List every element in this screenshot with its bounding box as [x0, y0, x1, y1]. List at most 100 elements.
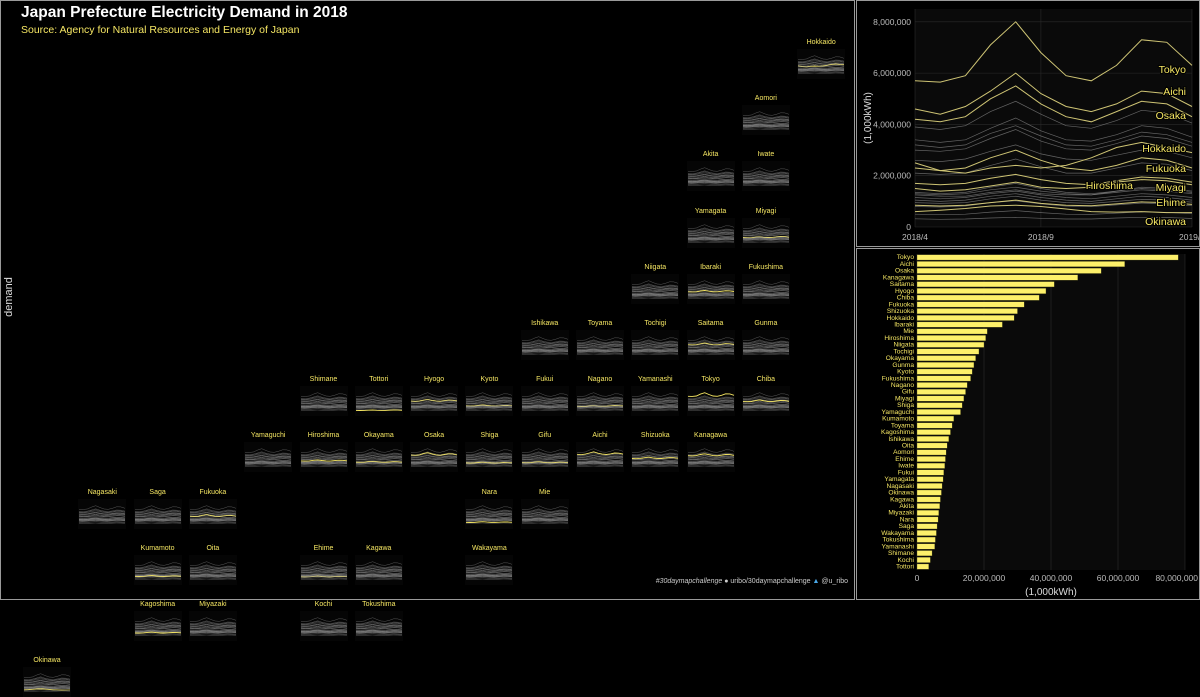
sparkline-series — [687, 236, 734, 239]
sparkline-series — [742, 405, 789, 407]
sparkline-series — [189, 566, 236, 569]
sparkline — [631, 330, 680, 360]
sparkline-series — [189, 517, 236, 520]
sparkline-series — [742, 346, 789, 349]
sparkline-series — [300, 405, 347, 407]
sparkline-series — [687, 181, 734, 184]
sparkline-series — [687, 294, 734, 297]
sparkline-series — [521, 448, 568, 453]
sparkline — [299, 442, 348, 473]
tile-label: Kanagawa — [694, 432, 728, 440]
sparkline-series — [742, 114, 789, 119]
sparkline-series — [300, 395, 347, 400]
sparkline-series — [576, 401, 624, 404]
sparkline-series — [632, 462, 679, 465]
sparkline-series — [134, 574, 181, 576]
bar-osaka — [916, 267, 1102, 274]
tile-tochigi: Tochigi — [631, 320, 680, 360]
sparkline-series — [300, 575, 347, 577]
sparkline-series — [300, 459, 347, 462]
bar-tokushima — [916, 536, 936, 543]
tile-miyagi: Miyagi — [741, 208, 790, 248]
sparkline — [741, 161, 790, 192]
sparkline-series — [189, 513, 236, 517]
sparkline-series — [355, 462, 402, 464]
category-label: Kagoshima — [881, 429, 914, 436]
sparkline-series — [411, 396, 458, 400]
sparkline-series — [355, 407, 402, 409]
sparkline-series — [742, 175, 789, 178]
sparkline — [188, 554, 237, 585]
sparkline-series — [632, 293, 679, 295]
series-line-kyoto — [914, 183, 1193, 195]
bar-wakayama — [916, 530, 937, 536]
line-y-axis-label: (1,000kWh) — [863, 92, 874, 144]
category-label: Fukui — [898, 469, 915, 476]
sparkline-series — [576, 452, 624, 456]
sparkline-series — [189, 521, 236, 523]
sparkline-series — [687, 297, 734, 299]
sparkline-series — [134, 561, 181, 566]
sparkline-series — [687, 401, 734, 404]
sparkline-series — [687, 349, 734, 351]
sparkline-series — [687, 347, 734, 350]
sparkline-series — [687, 292, 734, 294]
sparkline-series — [411, 463, 458, 465]
bar-nara — [916, 516, 939, 523]
sparkline-series — [466, 574, 513, 576]
sparkline-series — [466, 399, 513, 403]
sparkline-series — [742, 173, 789, 176]
sparkline-series — [300, 574, 347, 577]
sparkline-series — [466, 513, 513, 516]
bar-iwate — [916, 462, 945, 469]
sparkline-series — [742, 233, 789, 236]
sparkline-series — [576, 343, 624, 346]
sparkline-series — [521, 343, 568, 346]
sparkline-series — [300, 408, 347, 410]
sparkline-series — [521, 397, 568, 401]
tile-label: Chiba — [756, 376, 776, 384]
sparkline-series — [466, 405, 513, 407]
sparkline-series — [521, 512, 568, 515]
tile-label: Wakayama — [472, 544, 507, 552]
tile-label: Aomori — [754, 95, 777, 103]
sparkline-series — [798, 69, 845, 71]
sparkline-series — [521, 508, 568, 512]
sparkline-series — [300, 566, 347, 569]
category-label: Nagano — [891, 382, 914, 389]
sparkline-series — [687, 235, 734, 237]
bar-kyoto — [916, 368, 973, 375]
sparkline-series — [466, 464, 513, 467]
sparkline-series — [742, 347, 789, 350]
sparkline-series — [742, 181, 789, 183]
sparkline-series — [300, 403, 347, 406]
sparkline-series — [521, 462, 568, 464]
category-label: Niigata — [893, 342, 914, 349]
sparkline-series — [742, 111, 789, 116]
sparkline-series — [300, 452, 347, 456]
sparkline-series — [798, 62, 845, 65]
sparkline-series — [466, 518, 513, 521]
tile-gifu: Gifu — [520, 432, 569, 473]
sparkline-series — [466, 397, 513, 401]
sparkline-series — [576, 462, 624, 464]
sparkline-series — [355, 403, 402, 406]
sparkline-series — [687, 283, 734, 287]
sparkline-series — [742, 179, 789, 182]
sparkline-series — [521, 341, 568, 345]
sparkline-series — [411, 406, 458, 408]
sparkline-series — [521, 514, 568, 517]
tile-label: Nagano — [587, 376, 613, 384]
sparkline-series — [134, 518, 181, 520]
sparkline-series — [521, 519, 568, 521]
sparkline-series — [687, 348, 734, 350]
series-line-chiba — [914, 129, 1193, 152]
sparkline-series — [189, 505, 236, 510]
sparkline-series — [189, 569, 236, 572]
sparkline-series — [687, 403, 734, 406]
category-label: Miyazaki — [888, 510, 914, 517]
sparkline-series — [466, 508, 513, 512]
sparkline-series — [466, 460, 513, 462]
sparkline-series — [632, 464, 679, 467]
bar-tokyo — [916, 254, 1179, 261]
